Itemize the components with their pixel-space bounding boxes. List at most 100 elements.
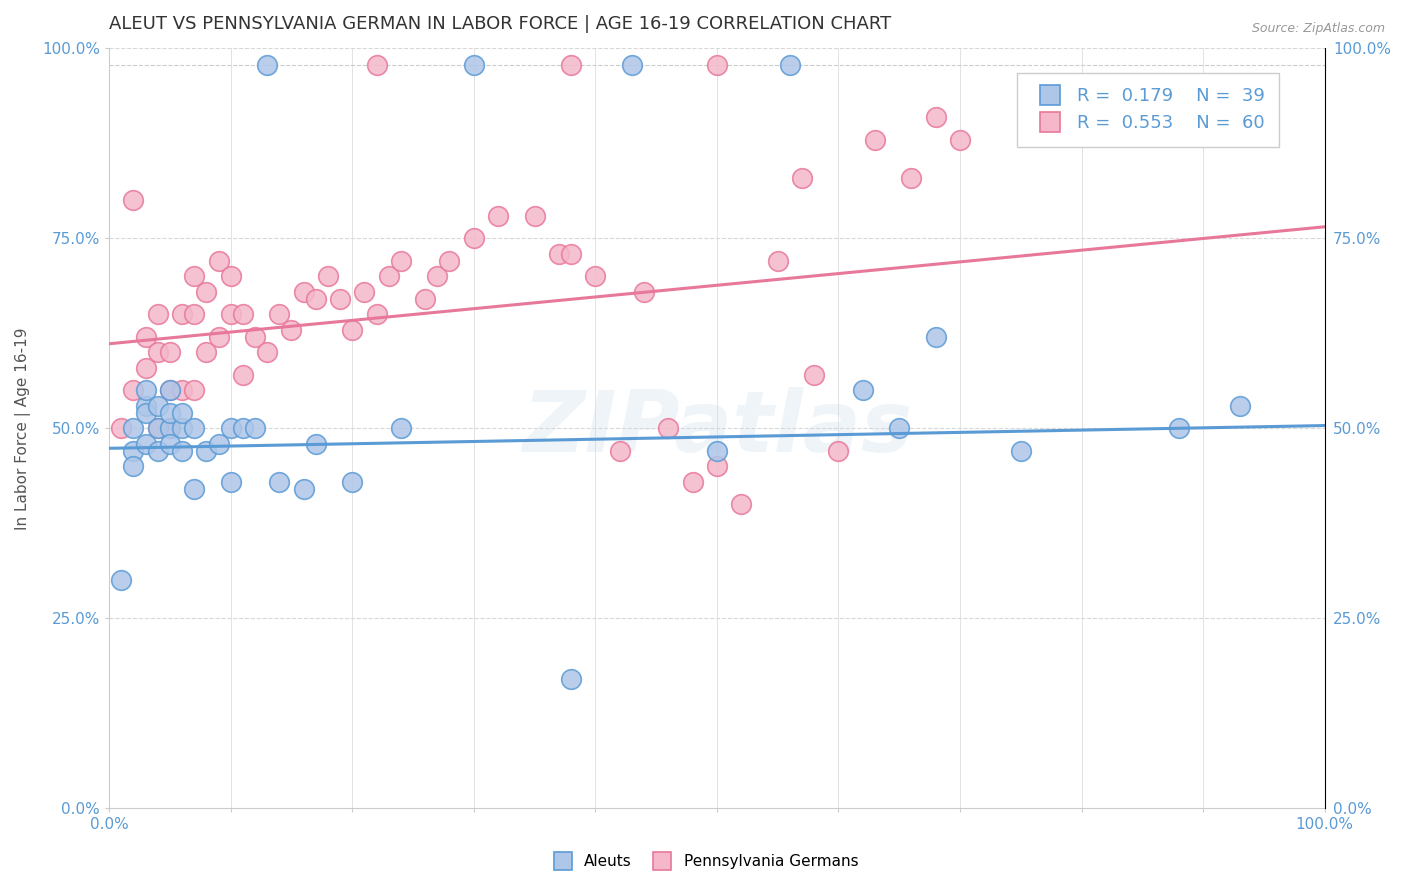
Point xyxy=(219,421,242,435)
Point xyxy=(183,307,205,321)
Point xyxy=(305,292,328,306)
Point xyxy=(232,368,254,383)
Point xyxy=(122,384,145,398)
Point xyxy=(949,133,972,147)
Point xyxy=(377,269,399,284)
Legend: R =  0.179    N =  39, R =  0.553    N =  60: R = 0.179 N = 39, R = 0.553 N = 60 xyxy=(1018,72,1279,146)
Point xyxy=(135,399,157,413)
Point xyxy=(523,209,546,223)
Point xyxy=(269,475,291,489)
Point xyxy=(389,254,412,268)
Point xyxy=(219,307,242,321)
Point xyxy=(790,170,813,185)
Point xyxy=(135,360,157,375)
Point xyxy=(159,421,181,435)
Point xyxy=(183,384,205,398)
Point xyxy=(146,421,169,435)
Point xyxy=(243,330,266,344)
Point xyxy=(925,110,948,124)
Point xyxy=(1167,421,1189,435)
Point xyxy=(232,307,254,321)
Point xyxy=(146,421,169,435)
Point xyxy=(256,58,278,72)
Point xyxy=(159,436,181,450)
Point xyxy=(122,444,145,458)
Point xyxy=(135,436,157,450)
Point xyxy=(146,345,169,359)
Point xyxy=(779,58,801,72)
Point xyxy=(292,285,315,299)
Point xyxy=(159,345,181,359)
Point xyxy=(122,459,145,474)
Point xyxy=(122,194,145,208)
Point xyxy=(657,421,679,435)
Text: ALEUT VS PENNSYLVANIA GERMAN IN LABOR FORCE | AGE 16-19 CORRELATION CHART: ALEUT VS PENNSYLVANIA GERMAN IN LABOR FO… xyxy=(110,15,891,33)
Point xyxy=(1010,444,1032,458)
Point xyxy=(170,444,193,458)
Point xyxy=(560,672,582,686)
Point xyxy=(122,421,145,435)
Point xyxy=(219,269,242,284)
Point xyxy=(146,399,169,413)
Point xyxy=(900,170,922,185)
Point xyxy=(195,345,218,359)
Point xyxy=(219,475,242,489)
Point xyxy=(316,269,339,284)
Point xyxy=(682,475,704,489)
Point xyxy=(110,574,132,588)
Point xyxy=(243,421,266,435)
Point xyxy=(170,406,193,420)
Point xyxy=(135,330,157,344)
Point xyxy=(1229,399,1251,413)
Text: ZIPatlas: ZIPatlas xyxy=(522,387,912,470)
Point xyxy=(863,133,886,147)
Point xyxy=(207,254,229,268)
Point xyxy=(353,285,375,299)
Point xyxy=(766,254,789,268)
Point xyxy=(366,58,388,72)
Point xyxy=(439,254,461,268)
Point xyxy=(135,384,157,398)
Point xyxy=(560,246,582,260)
Point xyxy=(463,58,485,72)
Point xyxy=(146,307,169,321)
Point xyxy=(159,421,181,435)
Point xyxy=(560,58,582,72)
Point xyxy=(183,269,205,284)
Point xyxy=(389,421,412,435)
Point xyxy=(852,384,875,398)
Point xyxy=(159,384,181,398)
Point xyxy=(426,269,449,284)
Point xyxy=(195,285,218,299)
Point xyxy=(547,246,569,260)
Point xyxy=(633,285,655,299)
Point xyxy=(256,345,278,359)
Point xyxy=(486,209,509,223)
Point xyxy=(280,323,302,337)
Point xyxy=(620,58,643,72)
Point xyxy=(706,459,728,474)
Point xyxy=(366,307,388,321)
Point xyxy=(207,436,229,450)
Point xyxy=(135,406,157,420)
Legend: Aleuts, Pennsylvania Germans: Aleuts, Pennsylvania Germans xyxy=(541,848,865,875)
Point xyxy=(413,292,436,306)
Point xyxy=(269,307,291,321)
Point xyxy=(183,482,205,496)
Point xyxy=(342,323,364,337)
Point xyxy=(232,421,254,435)
Point xyxy=(889,421,911,435)
Point xyxy=(292,482,315,496)
Point xyxy=(342,475,364,489)
Point xyxy=(195,444,218,458)
Point xyxy=(183,421,205,435)
Point xyxy=(159,406,181,420)
Point xyxy=(146,444,169,458)
Y-axis label: In Labor Force | Age 16-19: In Labor Force | Age 16-19 xyxy=(15,327,31,530)
Point xyxy=(207,330,229,344)
Point xyxy=(730,497,752,511)
Point xyxy=(305,436,328,450)
Point xyxy=(170,384,193,398)
Point xyxy=(329,292,352,306)
Point xyxy=(170,307,193,321)
